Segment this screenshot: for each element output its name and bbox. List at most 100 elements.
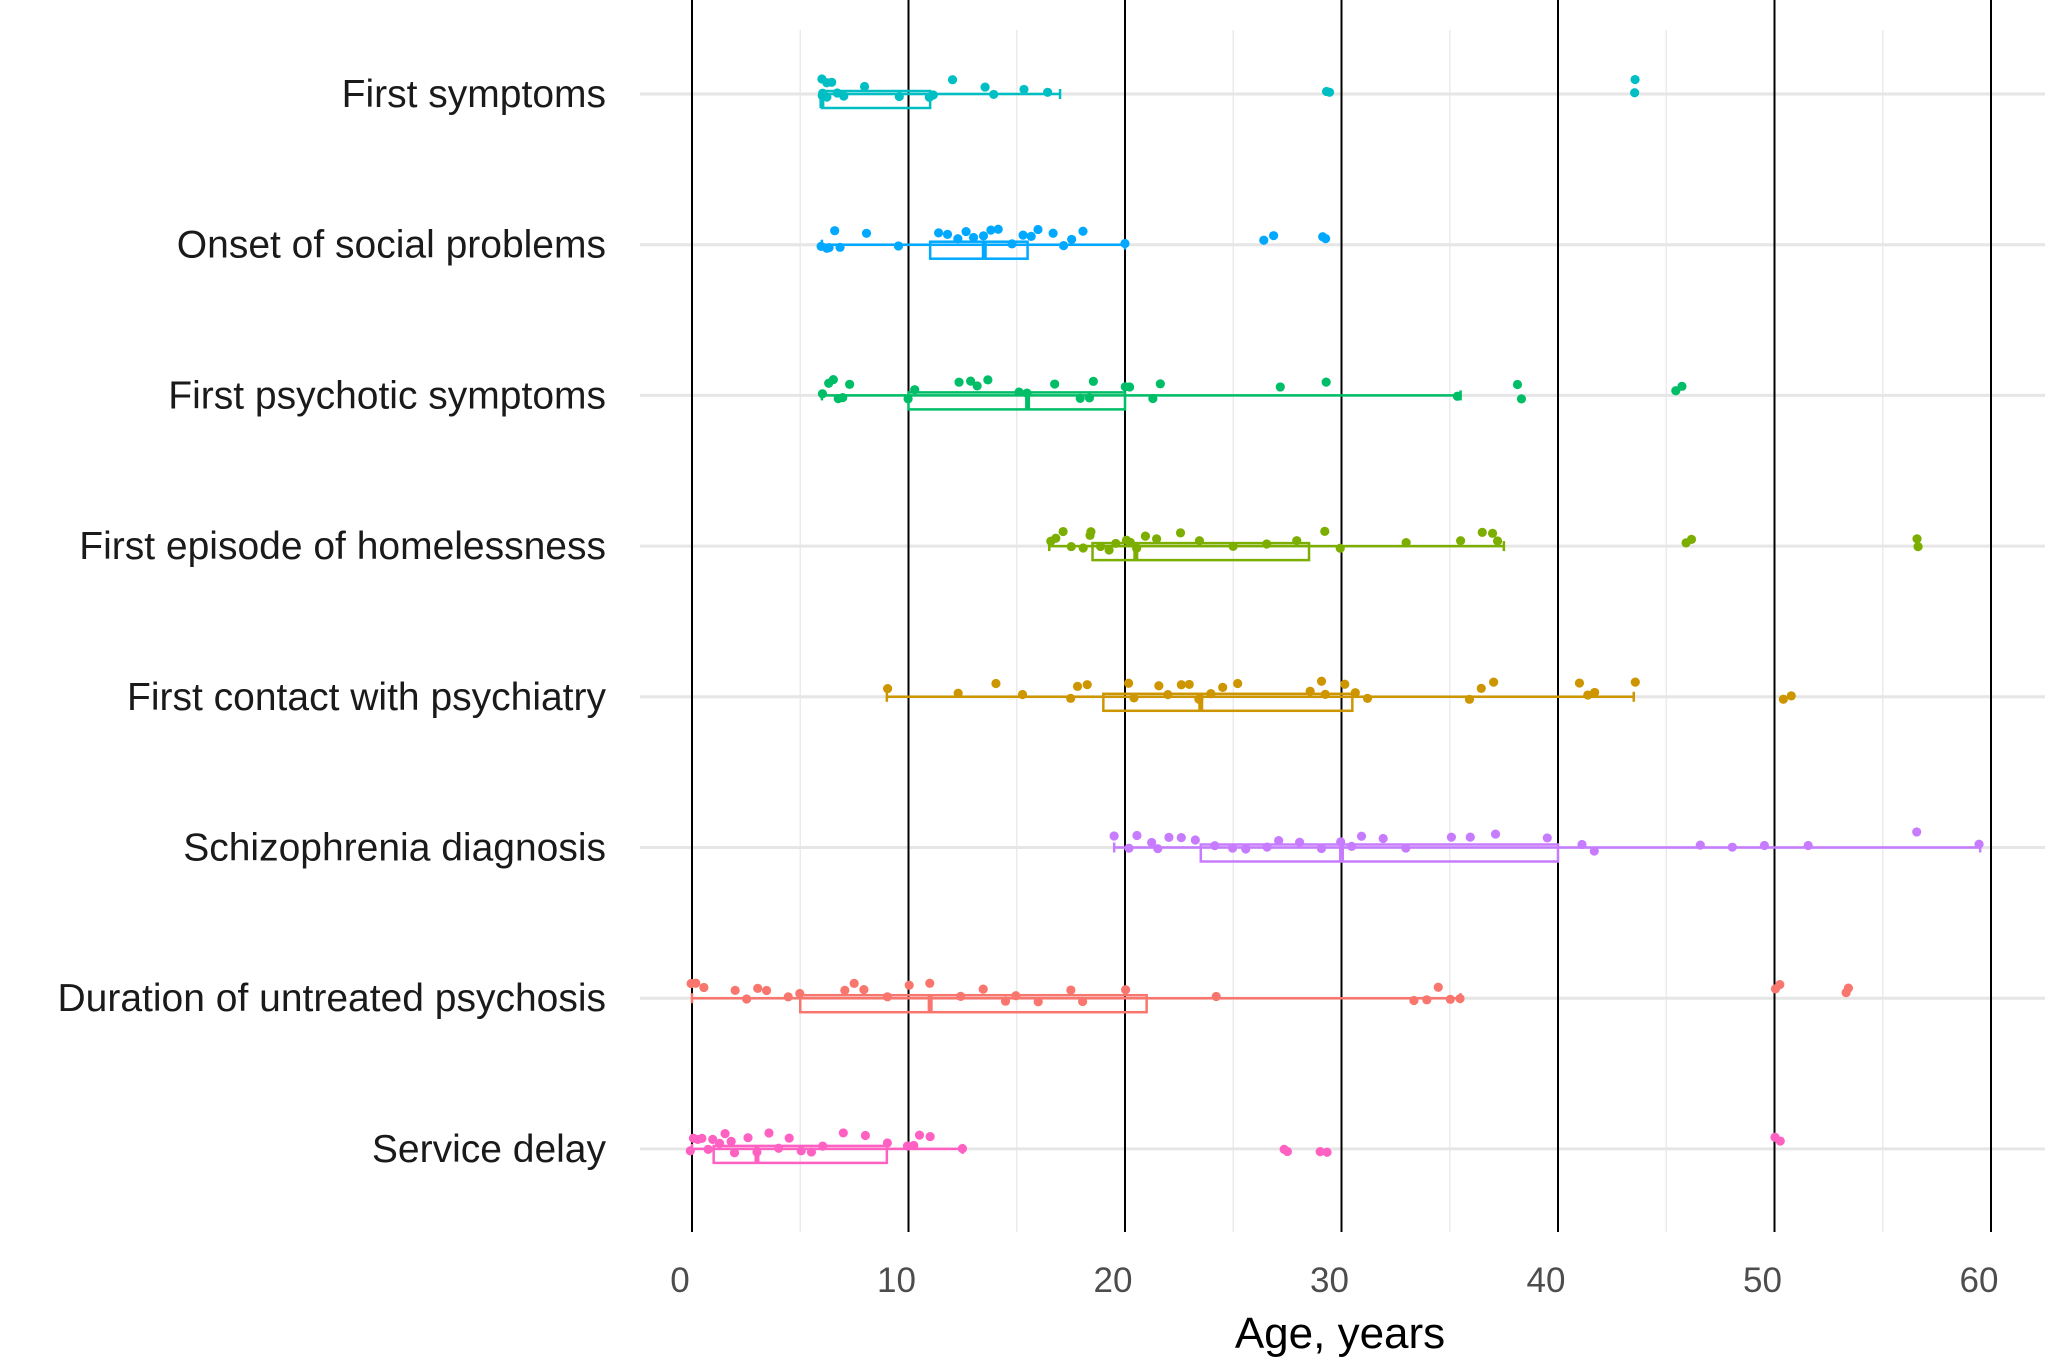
- data-point: [838, 393, 848, 403]
- data-point: [835, 242, 845, 252]
- data-point: [1574, 678, 1585, 688]
- data-point: [1340, 679, 1350, 689]
- x-tick-label: 30: [1310, 1261, 1349, 1300]
- data-point: [957, 1144, 968, 1154]
- data-point: [845, 379, 855, 389]
- data-point: [1111, 538, 1121, 549]
- data-point: [947, 75, 958, 85]
- data-point: [1315, 1147, 1325, 1157]
- data-point: [1066, 985, 1076, 995]
- data-point: [1305, 686, 1315, 696]
- data-point: [1066, 541, 1076, 552]
- data-point: [925, 1131, 935, 1142]
- data-point: [1378, 833, 1388, 844]
- data-point: [1058, 241, 1069, 251]
- data-point: [1262, 842, 1272, 852]
- data-point: [968, 232, 979, 243]
- iqr-box: [928, 240, 1029, 260]
- data-point: [1322, 1147, 1332, 1157]
- data-point: [703, 1144, 713, 1154]
- data-point: [1176, 680, 1186, 690]
- data-point: [1630, 88, 1640, 98]
- iqr-box: [799, 993, 1148, 1014]
- data-point: [1446, 832, 1456, 842]
- data-point: [1589, 846, 1599, 856]
- data-point: [796, 1146, 806, 1156]
- data-point: [720, 1129, 730, 1139]
- x-tick-labels: 0 10 20 30 40 50 60: [670, 1261, 1998, 1300]
- data-point: [980, 82, 990, 92]
- series-group: [882, 676, 1796, 713]
- data-point: [1401, 843, 1411, 853]
- data-point: [1095, 541, 1106, 552]
- reference-lines: [691, 0, 1992, 1232]
- data-point: [909, 1140, 919, 1151]
- data-point: [1086, 527, 1096, 537]
- data-point: [1104, 545, 1114, 555]
- data-point: [1241, 844, 1251, 854]
- data-point: [1321, 377, 1331, 387]
- data-point: [806, 1147, 817, 1157]
- data-point: [928, 90, 938, 100]
- data-point: [1759, 840, 1770, 851]
- data-point: [1033, 997, 1043, 1007]
- data-point: [1148, 393, 1158, 404]
- data-point: [828, 374, 838, 385]
- series-group: [686, 978, 1854, 1014]
- data-point: [1058, 526, 1068, 537]
- category-label: Service delay: [372, 1128, 607, 1171]
- data-point: [1324, 87, 1335, 97]
- data-point: [1452, 391, 1462, 401]
- data-point: [1275, 382, 1285, 392]
- data-point: [1913, 542, 1923, 552]
- data-point: [1120, 238, 1130, 249]
- data-point: [1194, 536, 1205, 546]
- data-point: [830, 226, 840, 236]
- data-point: [1542, 833, 1552, 843]
- data-point: [1912, 534, 1922, 544]
- x-tick-label: 60: [1960, 1261, 1999, 1300]
- data-point: [1147, 837, 1157, 848]
- data-point: [1050, 379, 1060, 389]
- data-point: [691, 978, 701, 988]
- data-point: [1516, 394, 1527, 404]
- data-point: [1084, 393, 1095, 403]
- category-label: Onset of social problems: [177, 224, 606, 267]
- data-point: [1018, 230, 1028, 240]
- data-point: [893, 241, 904, 251]
- data-point: [714, 1138, 725, 1149]
- data-point: [978, 984, 988, 994]
- data-point: [1590, 687, 1600, 698]
- data-marks: [685, 74, 1984, 1165]
- data-point: [822, 92, 832, 102]
- data-point: [1316, 676, 1327, 686]
- x-tick-label: 10: [877, 1261, 916, 1300]
- data-point: [1695, 840, 1705, 850]
- data-point: [1336, 837, 1346, 847]
- data-point: [1445, 994, 1455, 1004]
- data-point: [956, 991, 966, 1001]
- data-point: [1401, 538, 1411, 548]
- data-point: [1233, 678, 1243, 689]
- data-point: [1121, 985, 1131, 995]
- iqr-box: [1199, 843, 1560, 863]
- data-point: [1259, 235, 1269, 245]
- data-point: [783, 992, 793, 1002]
- category-label: First contact with psychiatry: [127, 676, 606, 719]
- data-point: [1190, 835, 1200, 845]
- data-point: [1154, 681, 1164, 691]
- data-point: [730, 985, 740, 996]
- data-point: [1014, 387, 1024, 397]
- data-point: [1075, 393, 1085, 403]
- data-point: [1026, 231, 1036, 242]
- data-point: [914, 1130, 925, 1140]
- data-point: [742, 994, 752, 1004]
- data-point: [1455, 993, 1465, 1004]
- data-point: [1051, 533, 1061, 543]
- data-point: [1124, 843, 1134, 853]
- data-point: [1078, 543, 1088, 553]
- data-point: [1320, 689, 1330, 699]
- data-point: [1803, 840, 1813, 851]
- data-point: [1011, 991, 1021, 1001]
- data-point: [1347, 841, 1357, 851]
